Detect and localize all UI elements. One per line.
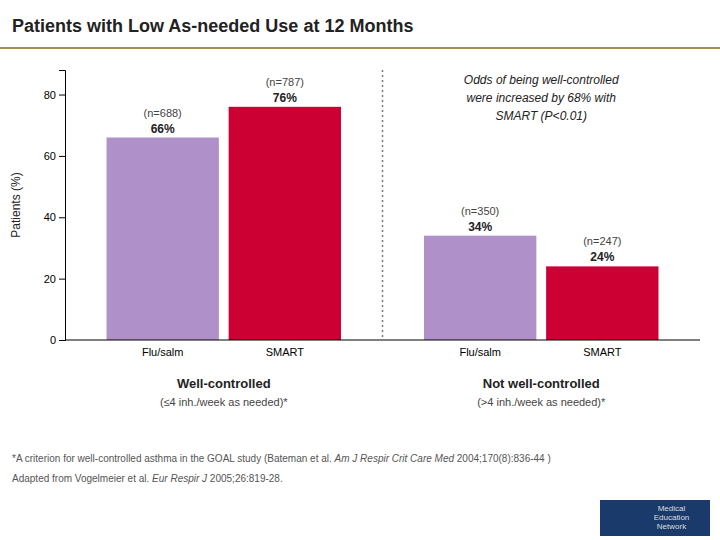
y-tick: 20 bbox=[44, 273, 65, 285]
y-tick-mark bbox=[59, 156, 65, 157]
logo-line: Medical bbox=[658, 504, 686, 513]
y-axis: 0 20 40 60 80 bbox=[44, 71, 66, 347]
y-tick-label: 20 bbox=[44, 273, 56, 285]
x-tick-label: SMART bbox=[266, 346, 305, 358]
group-label: Not well-controlled bbox=[483, 376, 600, 391]
y-tick-mark bbox=[59, 279, 65, 280]
footnote-part: Adapted from Vogelmeier et al. bbox=[12, 473, 152, 484]
y-tick: 60 bbox=[44, 150, 65, 162]
y-tick-mark bbox=[59, 340, 65, 341]
footnote: Adapted from Vogelmeier et al. Eur Respi… bbox=[12, 473, 283, 484]
y-axis-title: Patients (%) bbox=[9, 172, 23, 237]
logo-line: Network bbox=[657, 522, 687, 531]
x-tick: SMART bbox=[583, 346, 622, 358]
group-label: Well-controlled bbox=[177, 376, 271, 391]
y-tick-label: 80 bbox=[44, 89, 56, 101]
logo-text: MedicalEducationNetwork bbox=[654, 504, 690, 531]
footnote: *A criterion for well-controlled asthma … bbox=[12, 453, 551, 464]
x-axis: Flu/salm SMART bbox=[459, 346, 621, 358]
x-axis: Flu/salm SMART bbox=[142, 346, 304, 358]
y-tick-mark bbox=[59, 217, 65, 218]
data-label: 66% bbox=[151, 122, 175, 136]
bar bbox=[546, 266, 658, 340]
logo-box bbox=[600, 500, 710, 536]
bar bbox=[229, 107, 341, 340]
title: Patients with Low As-needed Use at 12 Mo… bbox=[12, 16, 413, 36]
footnote-part: 2004;170(8):836-44 ) bbox=[454, 453, 551, 464]
n-label: (n=688) bbox=[144, 107, 182, 119]
plot: 66% (n=688) 34% (n=350) 76% (n=787) 24% (n=247)… bbox=[9, 70, 700, 408]
group-sublabel: (≤4 inh./week as needed)* bbox=[160, 396, 288, 408]
x-tick: Flu/salm bbox=[459, 346, 501, 358]
x-tick-label: Flu/salm bbox=[142, 346, 184, 358]
n-label: (n=247) bbox=[583, 235, 621, 247]
annotation-line: were increased by 68% with bbox=[467, 91, 617, 105]
n-label: (n=350) bbox=[461, 205, 499, 217]
annotation: Odds of being well-controlled were increa… bbox=[464, 73, 619, 123]
title-separator bbox=[0, 47, 720, 49]
y-tick-label: 40 bbox=[44, 211, 56, 223]
data-label: 34% bbox=[468, 220, 492, 234]
n-label: (n=787) bbox=[266, 76, 304, 88]
x-tick: Flu/salm bbox=[142, 346, 184, 358]
logo-line: Education bbox=[654, 513, 690, 522]
group-divider bbox=[382, 70, 384, 340]
annotation-line: Odds of being well-controlled bbox=[464, 73, 619, 87]
y-tick-label: 60 bbox=[44, 150, 56, 162]
chart: Patients with Low As-needed Use at 12 Mo… bbox=[0, 0, 720, 540]
x-tick-label: SMART bbox=[583, 346, 622, 358]
bar bbox=[424, 236, 536, 340]
footnote-part: 2005;26:819-28. bbox=[207, 473, 283, 484]
x-tick: SMART bbox=[266, 346, 305, 358]
footnote-part: Eur Respir J bbox=[152, 473, 208, 484]
y-tick: 80 bbox=[44, 89, 65, 101]
y-axis-line bbox=[59, 71, 66, 341]
y-tick-mark bbox=[59, 95, 65, 96]
group-sublabel: (>4 inh./week as needed)* bbox=[477, 396, 606, 408]
annotation-line: SMART (P<0.01) bbox=[496, 109, 587, 123]
data-label: 76% bbox=[273, 91, 297, 105]
footnote-part: Am J Respir Crit Care Med bbox=[334, 453, 455, 464]
bar bbox=[107, 138, 219, 341]
data-label: 24% bbox=[590, 250, 614, 264]
y-tick: 40 bbox=[44, 211, 65, 223]
x-tick-label: Flu/salm bbox=[459, 346, 501, 358]
footnote-part: *A criterion for well-controlled asthma … bbox=[12, 453, 335, 464]
y-tick-label: 0 bbox=[50, 334, 56, 346]
y-tick: 0 bbox=[50, 334, 65, 346]
